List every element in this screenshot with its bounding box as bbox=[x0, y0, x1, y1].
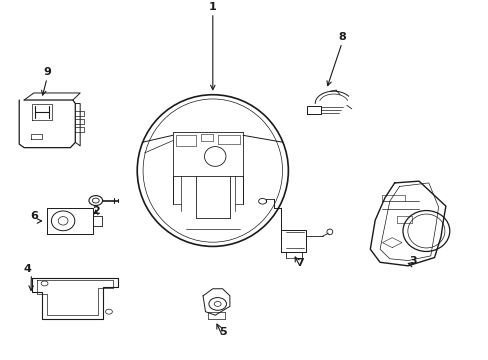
Text: 5: 5 bbox=[218, 327, 226, 337]
Text: 1: 1 bbox=[208, 2, 216, 12]
Text: 6: 6 bbox=[30, 211, 38, 221]
Text: 4: 4 bbox=[23, 264, 31, 274]
Text: 9: 9 bbox=[43, 67, 51, 77]
Text: 2: 2 bbox=[92, 206, 100, 216]
Text: 7: 7 bbox=[296, 258, 304, 268]
Text: 3: 3 bbox=[408, 256, 416, 266]
Text: 8: 8 bbox=[338, 32, 345, 42]
